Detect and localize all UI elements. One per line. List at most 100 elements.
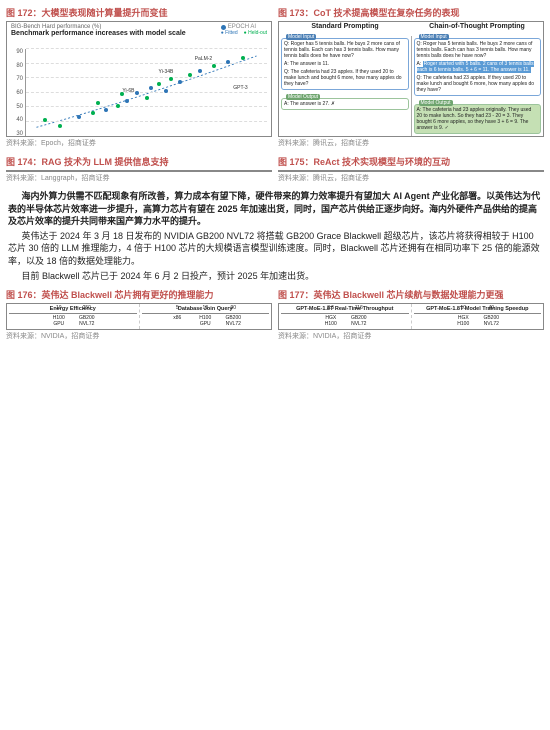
scatter-label: GPT-3 xyxy=(233,85,247,91)
bar-value: 5 xyxy=(168,305,186,311)
scatter-point xyxy=(116,104,120,108)
cot-q2: Q: The cafeteria had 23 apples. If they … xyxy=(417,75,539,93)
fig176-sub1: Energy Efficiency Relative Energy Effici… xyxy=(7,304,139,329)
fig172-legend: Fitted Held-out xyxy=(221,30,267,36)
std-col: Model Input Q: Roger has 5 tennis balls.… xyxy=(279,36,411,136)
std-input-box: Model Input Q: Roger has 5 tennis balls.… xyxy=(281,38,409,90)
scatter-point xyxy=(226,60,230,64)
bar-value: 116 xyxy=(350,305,368,311)
panel-fig173: 图 173：CoT 技术提高模型在复杂任务的表现 Standard Prompt… xyxy=(278,4,544,151)
fig176-sub1-title: Energy Efficiency xyxy=(9,306,137,312)
fig177-split: GPT-MoE-1.8T Real-Time Throughput Output… xyxy=(279,304,543,329)
cot-output-box: Model Output A: The cafeteria had 23 app… xyxy=(414,104,542,134)
output-tag-1: Model Output xyxy=(286,94,320,100)
bar-value: 10 xyxy=(454,305,472,311)
fig172-title: 图 172：大模型表现随计算量提升而变佳 xyxy=(6,4,272,21)
scatter-point xyxy=(157,82,161,86)
bar-value: 3.5 xyxy=(322,305,340,311)
fig172-header: BIG-Bench Hard performance (%) Benchmark… xyxy=(7,22,271,39)
cot-input-box: Model Input Q: Roger has 5 tennis balls.… xyxy=(414,38,542,96)
scatter-point xyxy=(96,101,100,105)
std-q1: Q: Roger has 5 tennis balls. He buys 2 m… xyxy=(284,41,406,59)
fig172-body: BIG-Bench Hard performance (%) Benchmark… xyxy=(6,21,272,137)
fig176-sub2: Database Join Query Queries Per Second 5… xyxy=(139,304,272,329)
scatter-point xyxy=(164,89,168,93)
fig176-sub2-xlabels: x86H100 GPUGB200 NVL72 xyxy=(142,315,270,327)
fig177-sub2: GPT-MoE-1.8T Model Training Speedup Spee… xyxy=(411,304,544,329)
row-1: 图 172：大模型表现随计算量提升而变佳 BIG-Bench Hard perf… xyxy=(6,4,544,151)
bar-xlabel: HGX H100 xyxy=(320,315,342,327)
scatter-point xyxy=(104,108,108,112)
bar-xlabel: GB200 NVL72 xyxy=(222,315,244,327)
fig176-body: Energy Efficiency Relative Energy Effici… xyxy=(6,303,272,330)
fig176-sub1-plot: Relative Energy Efficiency 10250 xyxy=(9,313,137,314)
fig177-sub1: GPT-MoE-1.8T Real-Time Throughput Output… xyxy=(279,304,411,329)
body-text: 海内外算力供需不匹配现象有所改善，算力成本有望下降，硬件带来的算力效率提升有望加… xyxy=(6,188,544,286)
scatter-point xyxy=(145,96,149,100)
scatter-point xyxy=(135,91,139,95)
scatter-point xyxy=(125,99,129,103)
fig176-split: Energy Efficiency Relative Energy Effici… xyxy=(7,304,271,329)
fig172-plot-area: 90807060504030 Yi-6BYi-34BPaLM-2GPT-3 10… xyxy=(7,39,271,137)
fig172-yaxis: 90807060504030 xyxy=(9,49,23,137)
fig174-title: 图 174：RAG 技术为 LLM 提供信息支持 xyxy=(6,153,272,170)
scatter-point xyxy=(178,80,182,84)
scatter-label: Yi-6B xyxy=(122,88,134,94)
bar-xlabel: x86 xyxy=(166,315,188,327)
scatter-point xyxy=(198,69,202,73)
panel-fig177: 图 177：英伟达 Blackwell 芯片续航与数据处理能力更强 GPT-Mo… xyxy=(278,286,544,344)
fig177-sub1-xlabels: HGX H100 GB200 NVL72 xyxy=(281,315,409,327)
bar-xlabel: H100 GPU xyxy=(48,315,70,327)
std-output-box: Model Output A: The answer is 27. ✗ xyxy=(281,98,409,110)
fig177-title: 图 177：英伟达 Blackwell 芯片续航与数据处理能力更强 xyxy=(278,286,544,303)
scatter-point xyxy=(43,118,47,122)
fig177-body: GPT-MoE-1.8T Real-Time Throughput Output… xyxy=(278,303,544,330)
fig173-title: 图 173：CoT 技术提高模型在复杂任务的表现 xyxy=(278,4,544,21)
scatter-point xyxy=(58,124,62,128)
std-a1: A: The answer is 11. xyxy=(284,61,406,67)
bar-value: 90 xyxy=(224,305,242,311)
cot-a1: A: Roger started with 5 balls. 2 cans of… xyxy=(417,61,539,73)
fig173-body: Standard Prompting Chain-of-Thought Prom… xyxy=(278,21,544,137)
scatter-point xyxy=(212,64,216,68)
scatter-point xyxy=(77,115,81,119)
bar-xlabel: GB200 NVL72 xyxy=(76,315,98,327)
body-p2: 英伟达于 2024 年 3 月 18 日发布的 NVIDIA GB200 NVL… xyxy=(8,230,542,268)
fig175-title: 图 175：ReAct 技术实现模型与环境的互动 xyxy=(278,153,544,170)
bar-value: 10 xyxy=(196,305,214,311)
page-root: 图 172：大模型表现随计算量提升而变佳 BIG-Bench Hard perf… xyxy=(0,0,550,350)
input-tag-1: Model Input xyxy=(286,34,316,40)
panel-fig174: 图 174：RAG 技术为 LLM 提供信息支持 Agent (Node) Sh… xyxy=(6,153,272,186)
cot-columns: Model Input Q: Roger has 5 tennis balls.… xyxy=(279,36,543,136)
panel-fig176: 图 176：英伟达 Blackwell 芯片拥有更好的推理能力 Energy E… xyxy=(6,286,272,344)
row-2: 图 174：RAG 技术为 LLM 提供信息支持 Agent (Node) Sh… xyxy=(6,153,544,186)
cot-q1: Q: Roger has 5 tennis balls. He buys 2 m… xyxy=(417,41,539,59)
scatter-label: PaLM-2 xyxy=(195,56,213,62)
fig172-plot: Yi-6B Yi-34B PaLM-2 GPT-3 xyxy=(25,49,267,137)
output-tag-2: Model Output xyxy=(419,100,453,106)
cot-header: Standard Prompting Chain-of-Thought Prom… xyxy=(279,22,543,36)
fig177-sub2-plot: Speedup Over H100 1040 xyxy=(414,313,542,314)
bar-value: 10 xyxy=(50,305,68,311)
scatter-point xyxy=(149,86,153,90)
fig174-body: Agent (Node) Should Retrieve (Conditiona… xyxy=(6,170,272,172)
scatter-point xyxy=(188,73,192,77)
fig177-source: 资料来源：NVIDIA，招商证券 xyxy=(278,330,544,344)
body-p3: 目前 Blackwell 芯片已于 2024 年 6 月 2 日投产，预计 20… xyxy=(8,270,542,283)
cot-col: Model Input Q: Roger has 5 tennis balls.… xyxy=(411,36,544,136)
input-tag-2: Model Input xyxy=(419,34,449,40)
std-out: A: The answer is 27. ✗ xyxy=(284,101,406,107)
fig177-sub2-title: GPT-MoE-1.8T Model Training Speedup xyxy=(414,306,542,312)
fig175-source: 资料来源：腾讯云，招商证券 xyxy=(278,172,544,186)
scatter-point xyxy=(169,77,173,81)
fig176-sub2-plot: Queries Per Second 51090 xyxy=(142,313,270,314)
fig172-subtitle: Benchmark performance increases with mod… xyxy=(11,30,186,37)
body-p1: 海内外算力供需不匹配现象有所改善，算力成本有望下降，硬件带来的算力效率提升有望加… xyxy=(8,190,542,228)
scatter-label: Yi-34B xyxy=(159,69,174,75)
bar-xlabel: HGX H100 xyxy=(452,315,474,327)
bar-xlabel: GB200 NVL72 xyxy=(348,315,370,327)
fig177-sub1-plot: Output Tokens per Second 3.5116 xyxy=(281,313,409,314)
cot-out: A: The cafeteria had 23 apples originall… xyxy=(417,107,539,131)
fig172-source: 资料来源：Epoch，招商证券 xyxy=(6,137,272,151)
fig177-sub2-xlabels: HGX H100GB200 NVL72 xyxy=(414,315,542,327)
